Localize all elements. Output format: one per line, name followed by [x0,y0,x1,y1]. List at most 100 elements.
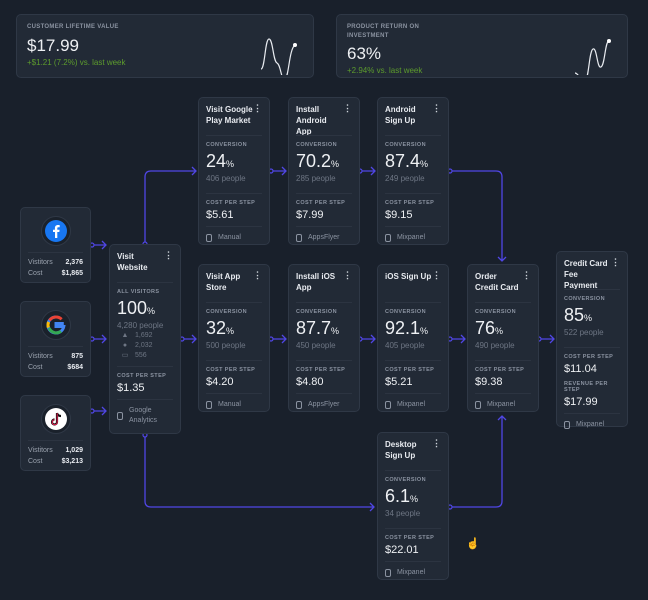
cost-value: $22.01 [385,544,419,556]
visitors-value: 875 [71,353,83,360]
kpi-label: CUSTOMER LIFETIME VALUE [27,24,119,30]
database-icon [475,401,481,409]
sparkline-chart [260,38,297,75]
data-source: Mixpanel [576,421,605,428]
cost-label: COST PER STEP [117,373,167,379]
step-title: Credit Card Fee Payment [564,259,608,290]
database-icon [296,401,302,409]
step-google-play[interactable]: Visit Google Play Market ⋮ CONVERSION 24%… [198,97,270,245]
cost-label: Cost [28,458,43,465]
percent-unit: % [420,326,429,336]
revenue-value: $17.99 [564,396,598,408]
step-title: Desktop Sign Up [385,440,417,460]
conversion-label: CONVERSION [296,142,337,148]
conversion-value: 87.4 [385,151,421,171]
device-count: 1,692 [135,332,153,339]
tiktok-icon [40,404,71,434]
conversion-value: 87.7 [296,318,332,338]
more-menu-icon[interactable]: ⋮ [343,103,352,113]
more-menu-icon[interactable]: ⋮ [522,270,531,280]
database-icon [385,234,391,242]
step-title: Android Sign Up [385,105,416,125]
cost-value: $4.20 [206,376,234,388]
conversion-value: 92.1 [385,318,421,338]
percent-unit: % [147,306,156,316]
source-google[interactable]: Vistitors 875 Cost $684 [20,301,91,377]
step-app-store[interactable]: Visit App Store ⋮ CONVERSION 32% 500 peop… [198,264,270,412]
cost-label: Cost [28,364,43,371]
people-count: 406 people [206,174,246,183]
device-count: 2,032 [135,342,153,349]
sparkline-chart [574,39,611,75]
step-card-fee[interactable]: Credit Card Fee Payment ⋮ CONVERSION 85% … [556,251,628,429]
cost-value: $9.15 [385,209,413,221]
step-desktop-signup[interactable]: Desktop Sign Up ⋮ CONVERSION 6.1% 34 peop… [377,432,449,580]
more-menu-icon[interactable]: ⋮ [432,438,441,448]
visitors-label: Vistitors [28,259,53,266]
more-menu-icon[interactable]: ⋮ [253,270,262,280]
step-title: Order Credit Card [475,272,519,292]
conversion-value: 70.2 [296,151,332,171]
conversion-label: CONVERSION [385,309,426,315]
source-tiktok[interactable]: Vistitors 1,029 Cost $3,213 [20,395,91,471]
kpi-change: +2.94% vs. last week [347,66,423,75]
more-menu-icon[interactable]: ⋮ [432,270,441,280]
step-install-android[interactable]: Install Android App ⋮ CONVERSION 70.2% 28… [288,97,360,245]
people-count: 490 people [475,341,515,350]
visitors-label: Vistitors [28,353,53,360]
data-source: Mixpanel [397,569,426,576]
cost-label: COST PER STEP [564,354,614,360]
step-title: iOS Sign Up [385,272,432,281]
conversion-value: 32 [206,318,227,338]
kpi-label: PRODUCT RETURN ON INVESTMENT [347,24,420,39]
data-source: Mixpanel [487,401,516,408]
cost-value: $9.38 [475,376,503,388]
database-icon [564,421,570,429]
cost-label: COST PER STEP [385,200,435,206]
conversion-label: CONVERSION [475,309,516,315]
mouse-cursor-icon: ☝ [466,538,480,550]
cost-value: $684 [67,364,83,371]
percent-unit: % [495,326,504,336]
conversion-value: 24 [206,151,227,171]
data-source: Mixpanel [397,401,426,408]
visitors-percent: 100 [117,298,148,318]
more-menu-icon[interactable]: ⋮ [253,103,262,113]
device-count: 556 [135,352,147,359]
step-install-ios[interactable]: Install iOS App ⋮ CONVERSION 87.7% 450 pe… [288,264,360,412]
source-facebook[interactable]: Vistitors 2,376 Cost $1,865 [20,207,91,283]
data-source: Mixpanel [397,234,426,241]
conversion-value: 85 [564,305,585,325]
conversion-value: 76 [475,318,496,338]
facebook-icon [40,216,71,246]
visitors-value: 1,029 [65,447,83,454]
more-menu-icon[interactable]: ⋮ [164,250,173,260]
step-visit-website[interactable]: Visit Website ⋮ ALL VISITORS 100% 4,280 p… [109,244,181,434]
step-order-card[interactable]: Order Credit Card ⋮ CONVERSION 76% 490 pe… [467,264,539,412]
cost-label: COST PER STEP [385,367,435,373]
more-menu-icon[interactable]: ⋮ [432,103,441,113]
cost-value: $5.61 [206,209,234,221]
cost-label: COST PER STEP [206,367,256,373]
more-menu-icon[interactable]: ⋮ [343,270,352,280]
database-icon [385,569,391,577]
cost-value: $7.99 [296,209,324,221]
more-menu-icon[interactable]: ⋮ [611,257,620,267]
cost-label: COST PER STEP [475,367,525,373]
data-source: AppsFlyer [308,401,340,408]
all-visitors-label: ALL VISITORS [117,289,160,295]
step-title: Install iOS App [296,272,336,292]
cost-value: $1,865 [61,270,83,277]
database-icon [385,401,391,409]
cost-label: COST PER STEP [385,535,435,541]
percent-unit: % [226,326,235,336]
conversion-label: CONVERSION [206,142,247,148]
people-count: 522 people [564,328,604,337]
data-source: Manual [218,401,241,408]
cost-label: COST PER STEP [296,367,346,373]
step-ios-signup[interactable]: iOS Sign Up ⋮ CONVERSION 92.1% 405 people… [377,264,449,412]
step-title: Visit App Store [206,272,241,292]
step-title: Visit Website [117,252,148,272]
step-android-signup[interactable]: Android Sign Up ⋮ CONVERSION 87.4% 249 pe… [377,97,449,245]
cost-value: $5.21 [385,376,413,388]
